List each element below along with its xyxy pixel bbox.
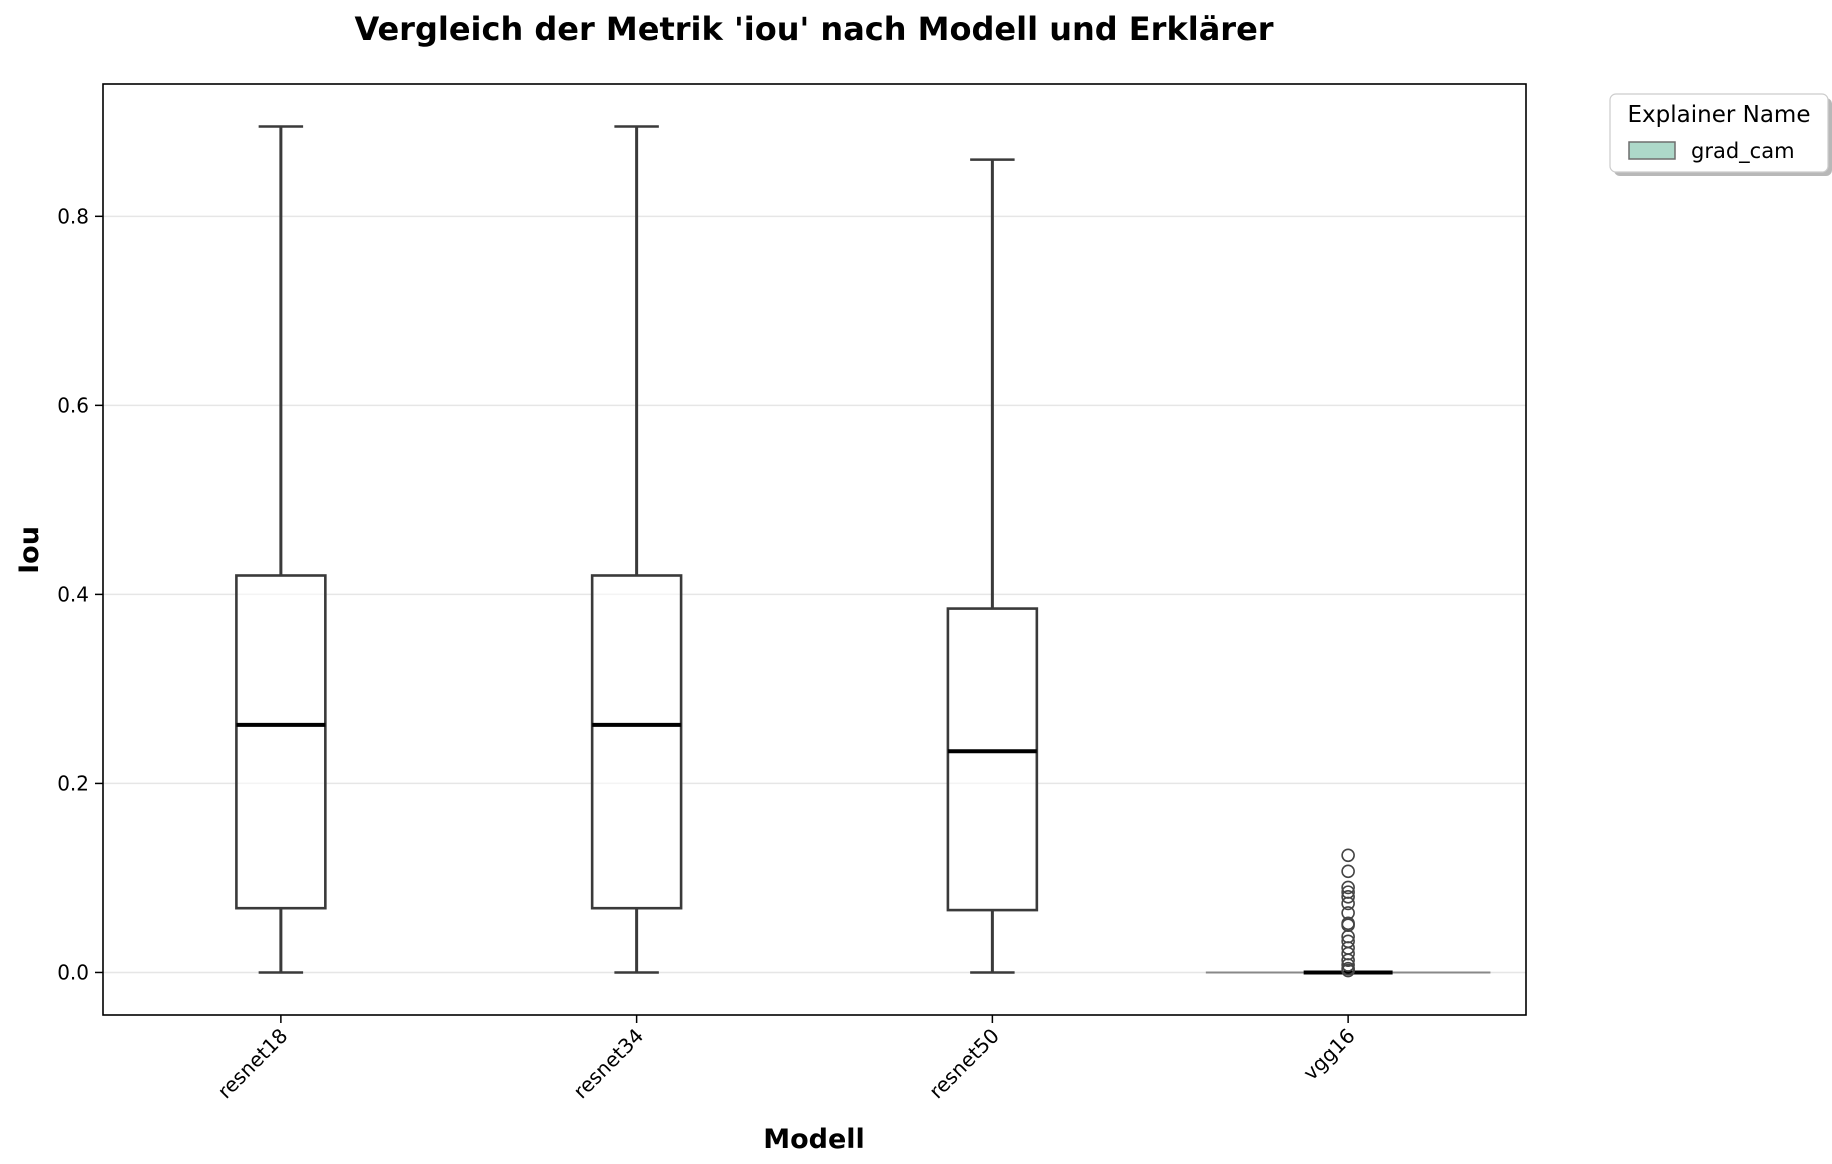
legend: Explainer Name grad_cam: [1609, 93, 1832, 176]
x-axis: resnet18 resnet34 resnet50 vgg16: [213, 1015, 1360, 1103]
y-tick-label: 0.4: [57, 582, 89, 606]
box-resnet34: [590, 125, 683, 974]
y-tick-label: 0.8: [57, 204, 89, 228]
iqr-box: [235, 574, 327, 910]
legend-swatch-grad-cam: [1628, 141, 1676, 160]
outlier-point: [1341, 890, 1355, 904]
outlier-point: [1341, 896, 1355, 911]
x-tick-label-resnet18: resnet18: [213, 1024, 293, 1104]
box-resnet18: [235, 125, 327, 974]
legend-title: Explainer Name: [1628, 102, 1811, 128]
outlier-point: [1341, 880, 1355, 895]
iqr-box: [590, 574, 683, 910]
outlier-point: [1341, 958, 1355, 972]
outlier-point: [1341, 953, 1355, 967]
y-axis-label: Iou: [14, 526, 45, 574]
box-vgg16: [1205, 848, 1491, 978]
x-axis-label: Modell: [763, 1124, 865, 1155]
plot-frame: [102, 83, 1527, 1016]
x-tick-label-vgg16: vgg16: [1298, 1024, 1359, 1085]
outlier-point: [1341, 963, 1355, 978]
x-tick-label-resnet34: resnet34: [568, 1024, 648, 1104]
y-tick-label: 0.6: [57, 393, 89, 417]
outlier-point: [1341, 848, 1355, 863]
x-tick-label-resnet50: resnet50: [924, 1024, 1004, 1104]
legend-label-grad-cam: grad_cam: [1691, 139, 1795, 164]
y-tick-label: 0.0: [57, 960, 89, 984]
iqr-box: [946, 607, 1039, 912]
chart-title: Vergleich der Metrik 'iou' nach Modell u…: [354, 10, 1273, 48]
y-axis: 0.0 0.2 0.4 0.6 0.8: [57, 204, 103, 984]
y-tick-label: 0.2: [57, 771, 89, 795]
box-series-grad-cam: [235, 125, 1491, 978]
box-resnet50: [946, 158, 1039, 974]
outlier-point: [1341, 864, 1355, 879]
